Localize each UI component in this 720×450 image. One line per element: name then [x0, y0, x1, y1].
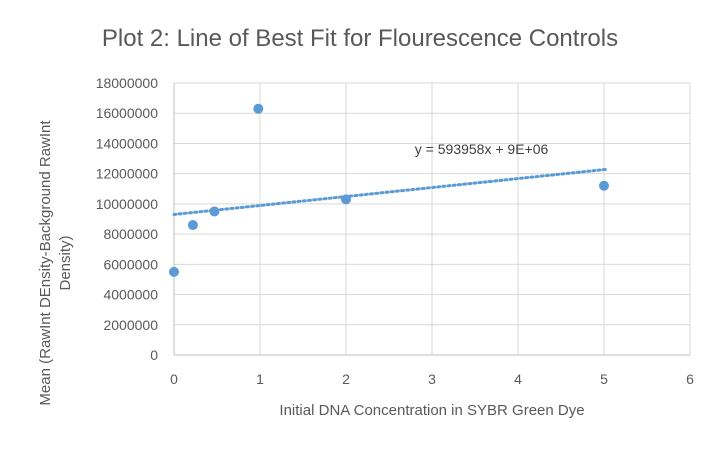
data-point: [209, 206, 220, 217]
y-tick-label: 12000000: [96, 166, 159, 182]
y-axis-label-group: Mean (RawInt DEnsity-Background RawInt D…: [37, 120, 74, 406]
x-axis-label: Initial DNA Concentration in SYBR Green …: [279, 402, 584, 419]
x-tick-label: 5: [600, 371, 608, 387]
x-tick-label: 6: [686, 371, 694, 387]
data-point: [599, 180, 609, 191]
data-point: [187, 220, 198, 231]
y-tick-label: 10000000: [96, 196, 159, 212]
y-tick-label: 14000000: [96, 135, 159, 151]
data-points: [169, 103, 609, 277]
trendline-equation: y = 593958x + 9E+06: [415, 141, 549, 157]
x-tick-label: 2: [342, 371, 350, 387]
y-tick-labels: 0 2000000 4000000 6000000 8000000 10000000 120…: [96, 75, 159, 363]
data-point: [341, 194, 351, 205]
x-tick-labels: 0 1 2 3 4 5 6: [170, 371, 694, 387]
chart-title: Plot 2: Line of Best Fit for Flourescenc…: [102, 25, 618, 52]
y-tick-label: 6000000: [103, 256, 158, 272]
y-tick-label: 4000000: [103, 287, 158, 303]
y-tick-label: 8000000: [103, 226, 158, 242]
data-point: [253, 103, 264, 114]
data-point: [169, 266, 179, 277]
x-tick-label: 3: [428, 371, 436, 387]
y-tick-label: 0: [150, 347, 158, 363]
y-tick-label: 18000000: [96, 75, 159, 91]
y-axis-label-line1: Mean (RawInt DEnsity-Background RawInt: [37, 120, 54, 406]
y-tick-label: 2000000: [103, 317, 158, 333]
grid-lines: [174, 82, 691, 355]
x-tick-label: 1: [256, 371, 264, 387]
axes: [173, 83, 690, 356]
y-tick-label: 16000000: [96, 105, 159, 121]
trendline: [172, 167, 610, 216]
x-tick-label: 0: [170, 371, 178, 387]
trendline-group: y = 593958x + 9E+06: [172, 141, 610, 216]
y-axis-label-line2: Density): [57, 235, 74, 290]
x-tick-label: 4: [514, 371, 522, 387]
